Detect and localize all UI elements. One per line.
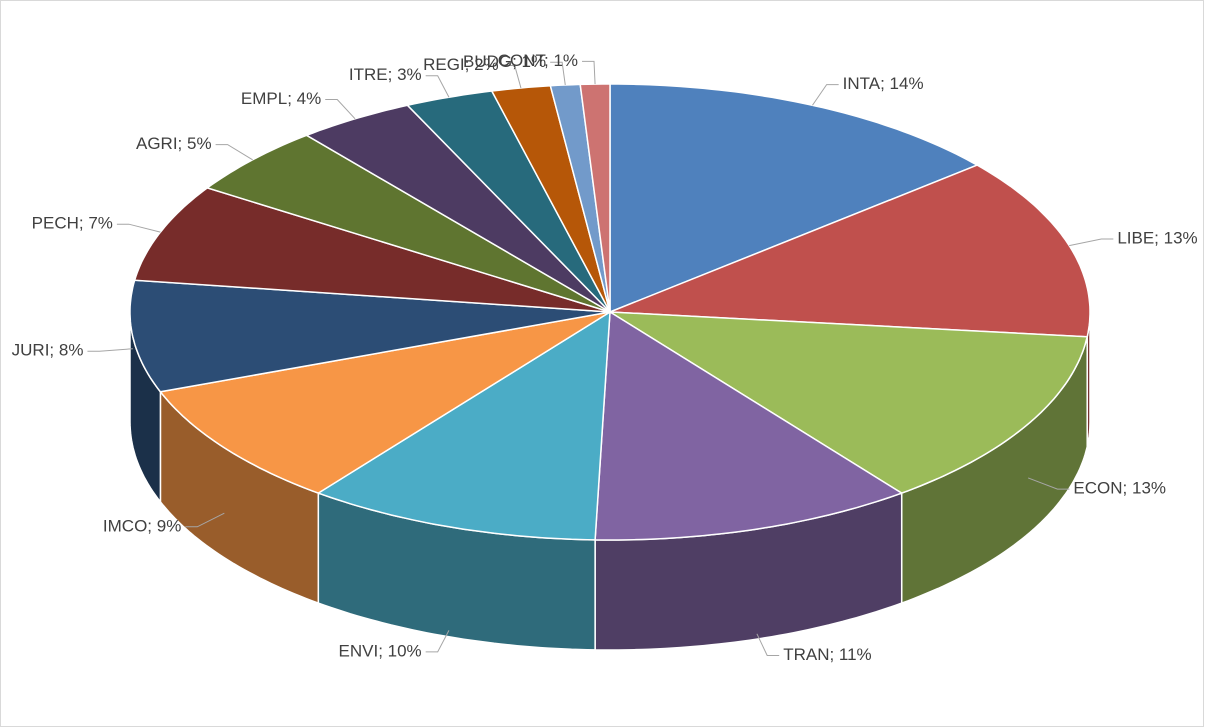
- data-label: ITRE; 3%: [349, 65, 422, 84]
- leader-line: [550, 61, 566, 86]
- leader-line: [502, 65, 522, 89]
- data-label: BUDG; 1%: [463, 52, 546, 71]
- labels: INTA; 14% LIBE; 13% ECON; 13% TRAN; 11% ENVI…: [12, 51, 1198, 664]
- slice: [129, 279, 611, 393]
- leader-line: [215, 144, 253, 161]
- leader-line: [116, 223, 161, 233]
- slice: [304, 104, 611, 313]
- data-label: PECH; 7%: [32, 214, 113, 233]
- leader-line: [1069, 238, 1114, 247]
- leader-line: [582, 60, 596, 85]
- slice: [594, 310, 904, 541]
- data-label: ENVI; 10%: [339, 641, 422, 660]
- leader-line: [425, 75, 450, 98]
- data-label: INTA; 14%: [843, 74, 924, 93]
- data-label: IMCO; 9%: [103, 516, 181, 535]
- slice: [490, 85, 611, 313]
- slice: [406, 90, 611, 313]
- slice: [609, 83, 979, 314]
- leader-line: [185, 512, 225, 528]
- slice: [609, 164, 1091, 338]
- leader-line: [87, 348, 133, 352]
- leader-line: [325, 98, 356, 120]
- data-label: TRAN; 11%: [783, 645, 872, 664]
- slice: [205, 134, 611, 313]
- data-label: EMPL; 4%: [241, 89, 321, 108]
- leader-line: [425, 630, 450, 653]
- leader-line: [1027, 477, 1070, 490]
- slice: [316, 310, 611, 541]
- leader-line: [812, 84, 839, 106]
- data-label: CONT; 1%: [498, 51, 578, 70]
- data-label: ECON; 13%: [1073, 479, 1166, 498]
- data-label: AGRI; 5%: [136, 134, 212, 153]
- slice: [133, 187, 611, 313]
- slice: [159, 311, 611, 494]
- slice: [609, 311, 1089, 494]
- data-label: JURI; 8%: [12, 341, 84, 360]
- data-label: REGI; 2%: [423, 55, 499, 74]
- data-label: LIBE; 13%: [1117, 228, 1197, 247]
- leader-line: [756, 633, 780, 656]
- pie-tops: [129, 83, 1091, 541]
